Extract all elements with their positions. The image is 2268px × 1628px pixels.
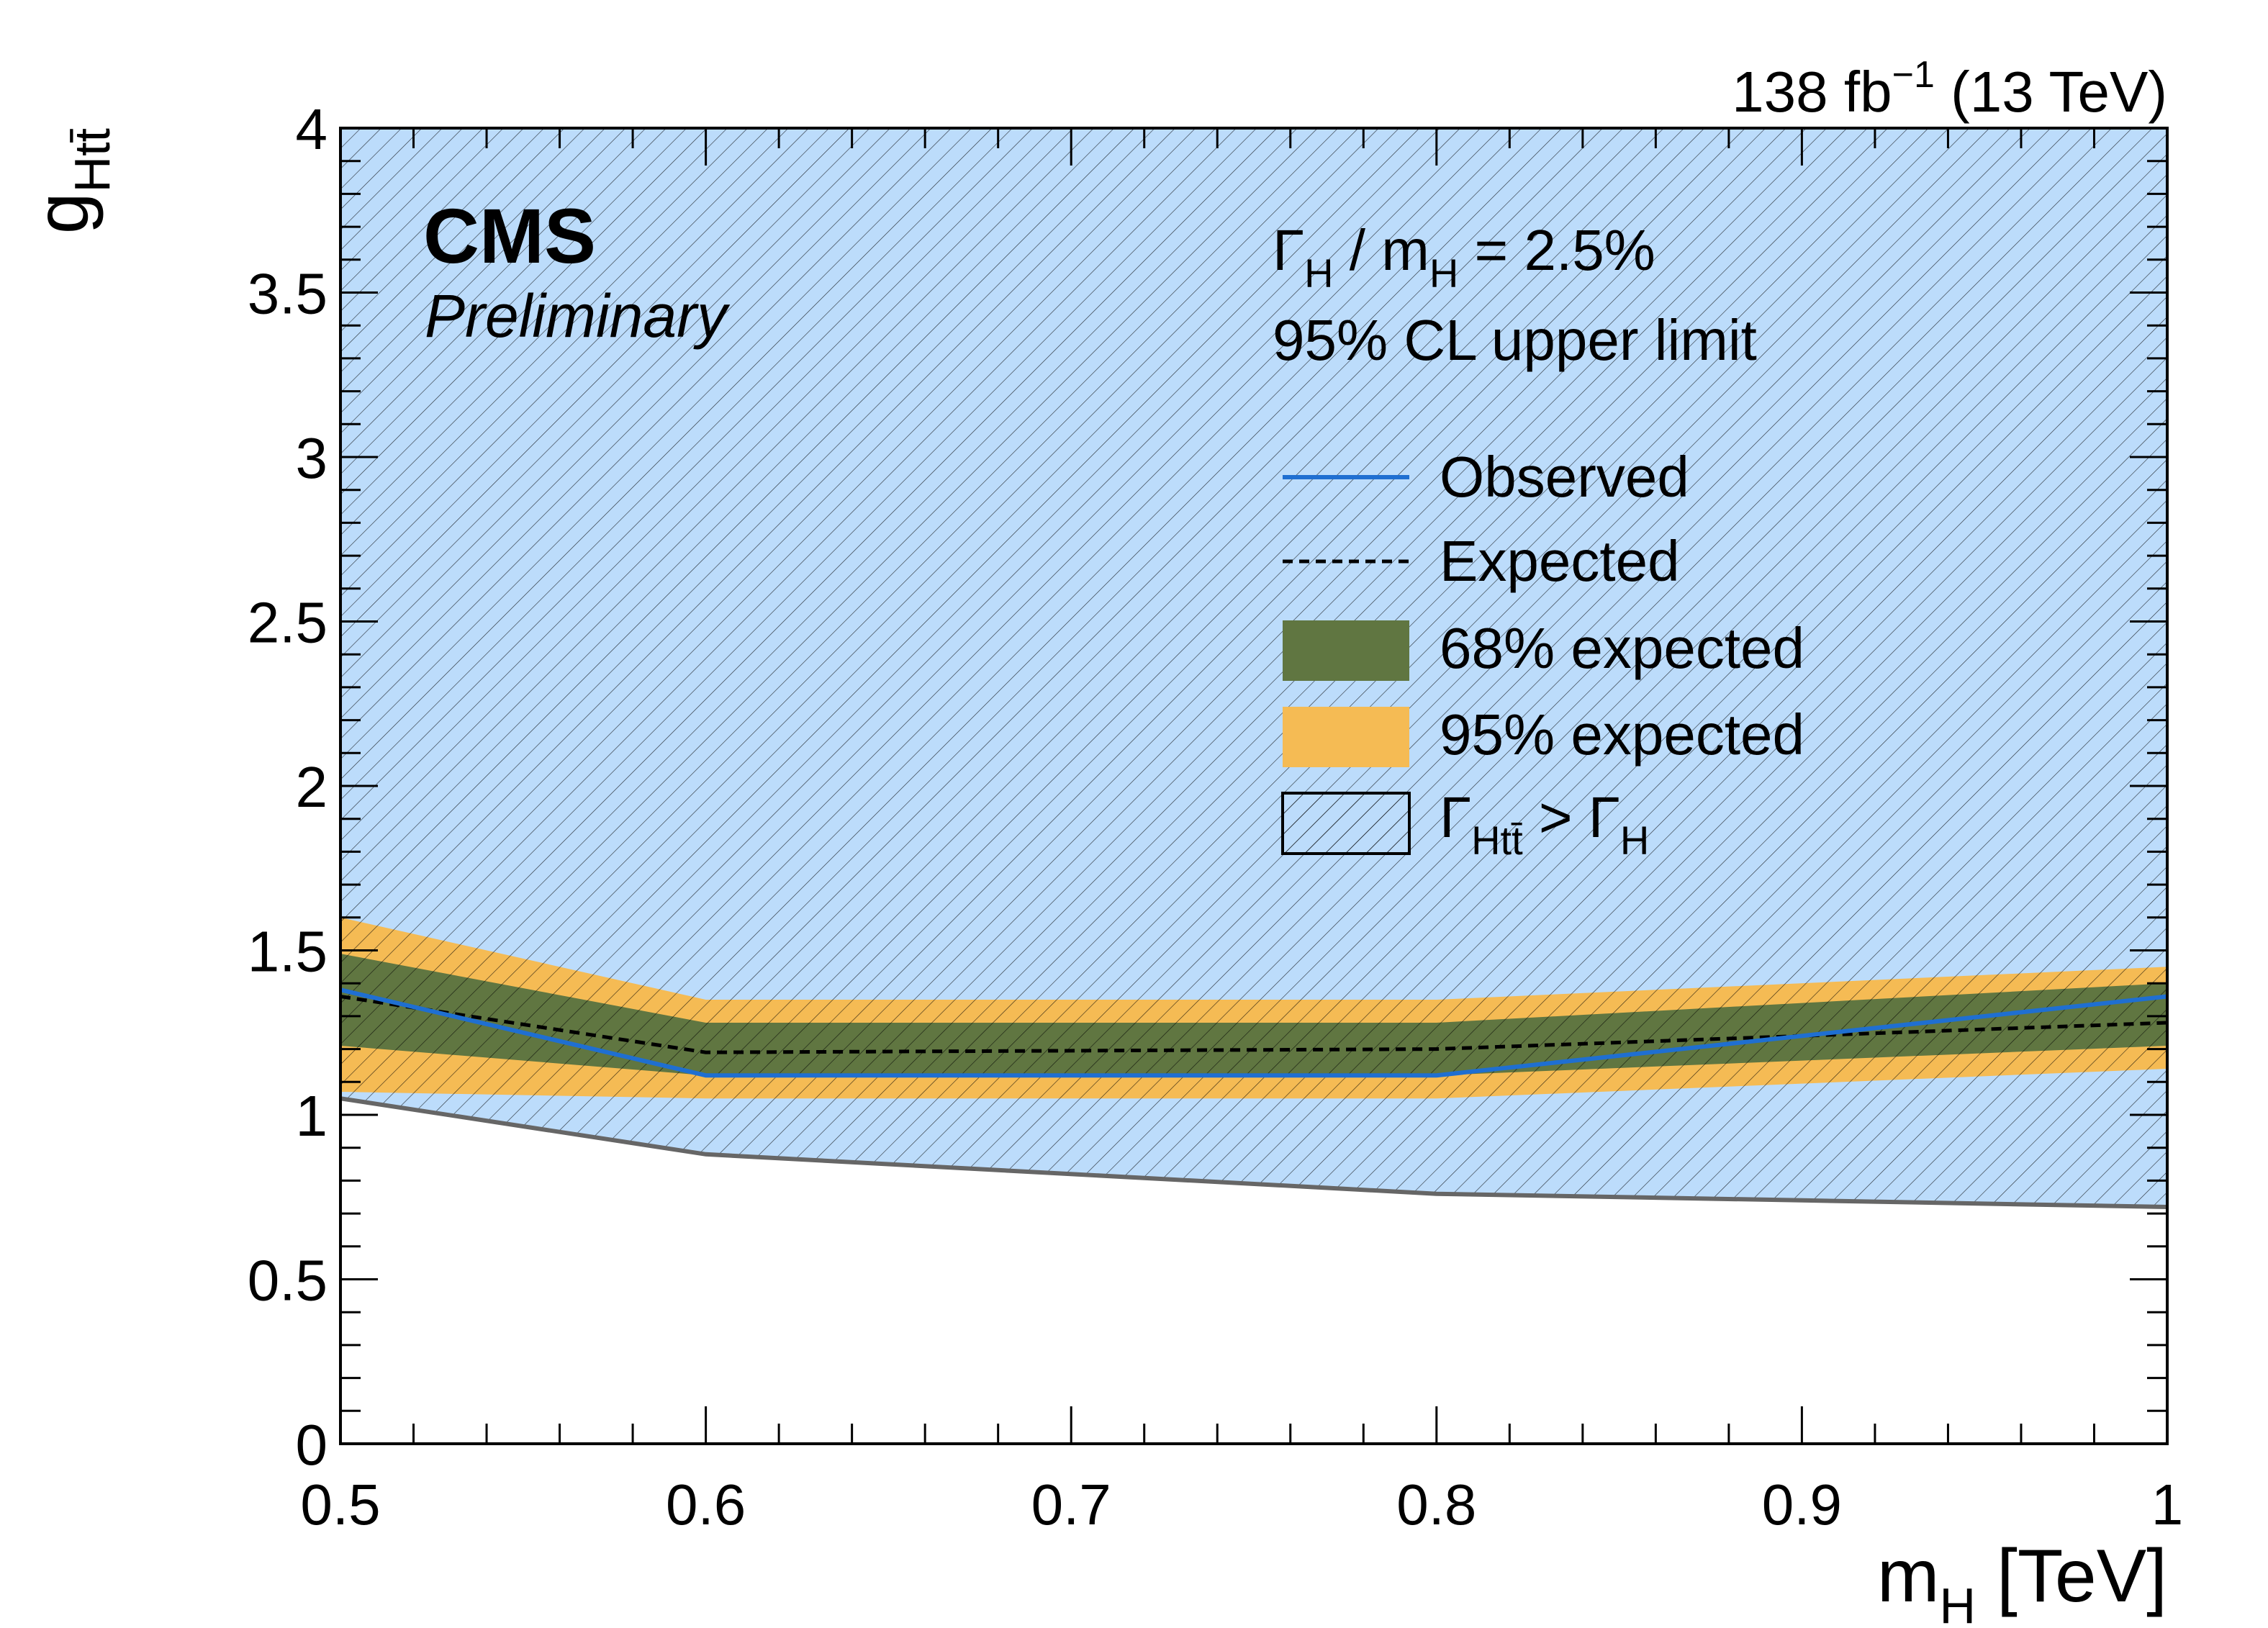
x-axis-title: mH [TeV]	[1877, 1534, 2167, 1628]
x-tick-label: 0.9	[1762, 1473, 1842, 1537]
legend-excluded-swatch	[1281, 792, 1411, 855]
legend-observed-label: Observed	[1440, 445, 1689, 509]
legend-entry-expected: Expected	[1283, 529, 1680, 593]
legend-95-label: 95% expected	[1440, 702, 1804, 766]
width-label: ΓH / mH = 2.5%	[1273, 218, 1655, 296]
legend: Observed Expected 68% expected 95% expec…	[1281, 445, 1804, 863]
x-axis-tick-labels: 0.5 0.6 0.7 0.8 0.9 1	[300, 1473, 2183, 1537]
legend-expected-label: Expected	[1440, 529, 1680, 593]
y-tick-label: 2.5	[248, 591, 327, 655]
legend-68-swatch	[1283, 620, 1409, 681]
x-tick-label: 0.6	[666, 1473, 746, 1537]
limit-label: 95% CL upper limit	[1273, 308, 1757, 372]
legend-excluded-label: ΓHtt̄ > ΓH	[1440, 785, 1649, 863]
lumi-label: 138 fb−1 (13 TeV)	[1732, 54, 2167, 124]
y-axis-ticks	[340, 127, 2167, 1445]
legend-entry-68: 68% expected	[1283, 616, 1804, 681]
y-tick-label: 1	[296, 1084, 328, 1148]
preliminary-label: Preliminary	[425, 282, 731, 350]
y-tick-label: 1.5	[248, 920, 327, 984]
x-axis-ticks	[339, 128, 2169, 1444]
y-axis-title: gHtt̄	[21, 128, 120, 234]
legend-entry-95: 95% expected	[1283, 702, 1804, 767]
y-tick-label: 4	[296, 97, 328, 161]
x-tick-label: 0.7	[1031, 1473, 1111, 1537]
x-tick-label: 1	[2151, 1473, 2184, 1537]
y-tick-label: 3.5	[248, 262, 327, 326]
legend-entry-observed: Observed	[1283, 445, 1689, 509]
y-tick-label: 0.5	[248, 1249, 327, 1313]
x-tick-label: 0.5	[300, 1473, 380, 1537]
x-tick-label: 0.8	[1396, 1473, 1476, 1537]
observed-line	[340, 987, 2167, 1078]
legend-68-label: 68% expected	[1440, 616, 1804, 680]
y-tick-label: 2	[296, 755, 328, 819]
legend-95-swatch	[1283, 707, 1409, 767]
cms-label: CMS	[423, 192, 596, 279]
y-tick-label: 3	[296, 426, 328, 490]
y-axis-tick-labels: 0 0.5 1 1.5 2 2.5 3 3.5 4	[248, 97, 327, 1477]
y-tick-label: 0	[296, 1413, 328, 1477]
legend-entry-excluded: ΓHtt̄ > ΓH	[1281, 785, 1649, 863]
excluded-region-boundary	[340, 1096, 2167, 1209]
excluded-region-hatch	[340, 128, 2167, 1207]
